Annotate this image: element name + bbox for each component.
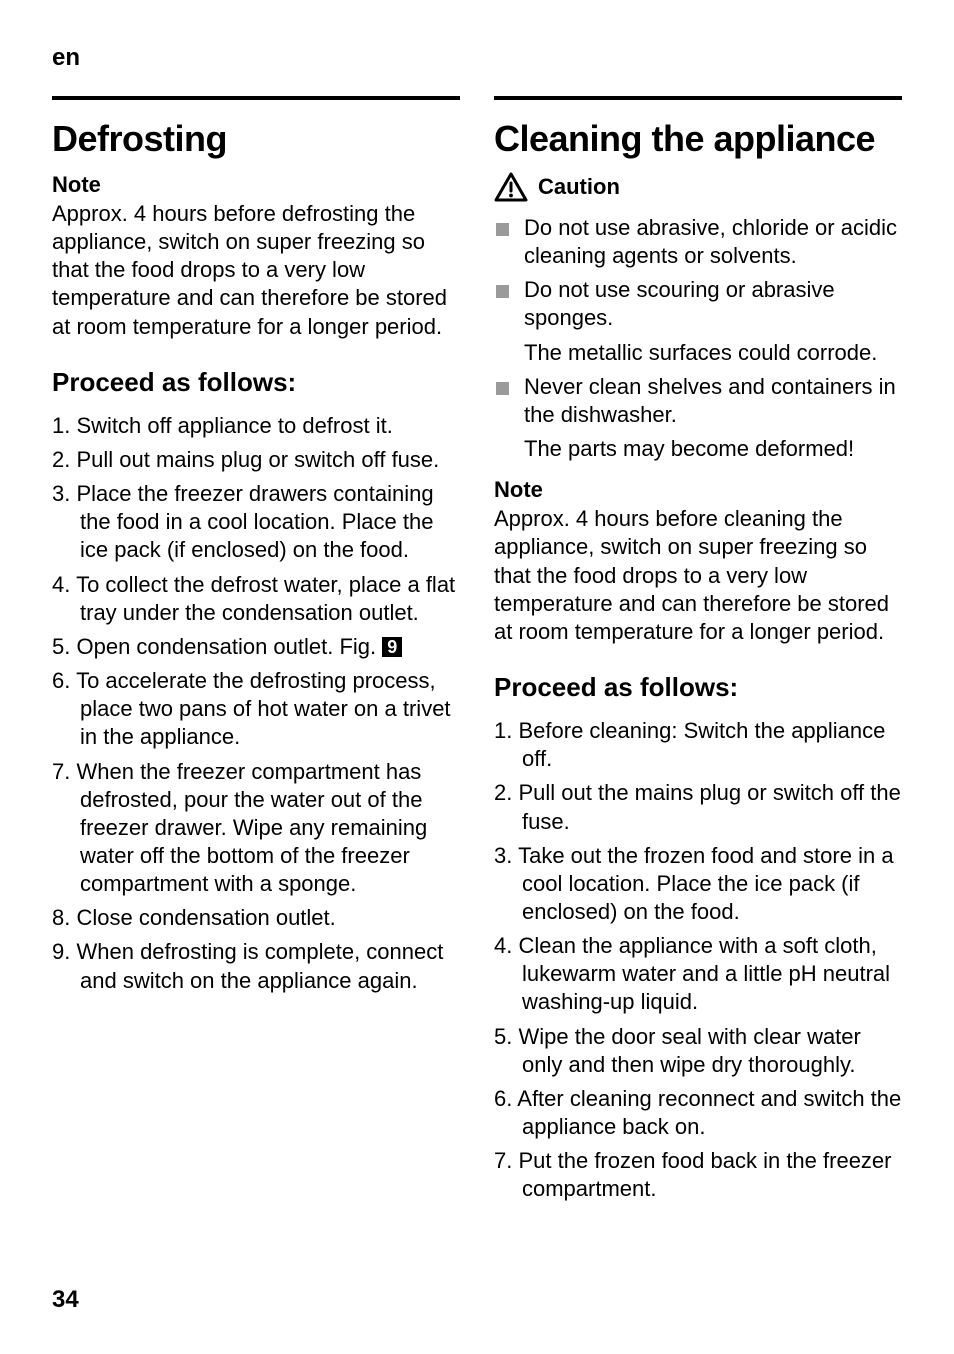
caution-text: Do not use abrasive, chloride or acidic … bbox=[524, 215, 897, 268]
list-item: To accelerate the defrosting process, pl… bbox=[52, 667, 460, 751]
right-column: Cleaning the appliance Caution Do not us… bbox=[494, 96, 902, 1210]
list-item: Do not use abrasive, chloride or acidic … bbox=[494, 214, 902, 270]
cleaning-steps-list: Before cleaning: Switch the appliance of… bbox=[494, 717, 902, 1204]
list-item: Close condensation outlet. bbox=[52, 904, 460, 932]
caution-text: Never clean shelves and containers in th… bbox=[524, 374, 896, 427]
list-item: Before cleaning: Switch the appliance of… bbox=[494, 717, 902, 773]
list-item: Take out the frozen food and store in a … bbox=[494, 842, 902, 926]
note-body: Approx. 4 hours before defrosting the ap… bbox=[52, 200, 460, 341]
two-column-layout: Defrosting Note Approx. 4 hours before d… bbox=[52, 96, 902, 1210]
figure-reference: 9 bbox=[382, 637, 402, 657]
list-item: Switch off appliance to defrost it. bbox=[52, 412, 460, 440]
note-label: Note bbox=[52, 172, 460, 198]
caution-label: Caution bbox=[538, 174, 620, 200]
note-label: Note bbox=[494, 477, 902, 503]
caution-header: Caution bbox=[494, 172, 902, 202]
list-item: Do not use scouring or abrasive sponges.… bbox=[494, 276, 902, 366]
step-text: Open condensation outlet. Fig. bbox=[76, 634, 382, 659]
list-item: Place the freezer drawers containing the… bbox=[52, 480, 460, 564]
proceed-heading: Proceed as follows: bbox=[494, 672, 902, 703]
language-code: en bbox=[52, 44, 80, 72]
caution-text: Do not use scouring or abrasive sponges. bbox=[524, 277, 835, 330]
caution-subtext: The metallic surfaces could corrode. bbox=[524, 339, 902, 367]
section-title-defrosting: Defrosting bbox=[52, 118, 460, 160]
list-item: Pull out mains plug or switch off fuse. bbox=[52, 446, 460, 474]
column-rule bbox=[494, 96, 902, 100]
list-item: Wipe the door seal with clear water only… bbox=[494, 1023, 902, 1079]
list-item: Put the frozen food back in the freezer … bbox=[494, 1147, 902, 1203]
page-header: en bbox=[52, 44, 902, 72]
caution-subtext: The parts may become deformed! bbox=[524, 435, 902, 463]
left-column: Defrosting Note Approx. 4 hours before d… bbox=[52, 96, 460, 1210]
list-item: Never clean shelves and containers in th… bbox=[494, 373, 902, 463]
list-item: To collect the defrost water, place a fl… bbox=[52, 571, 460, 627]
proceed-heading: Proceed as follows: bbox=[52, 367, 460, 398]
list-item: When defrosting is complete, connect and… bbox=[52, 938, 460, 994]
list-item: After cleaning reconnect and switch the … bbox=[494, 1085, 902, 1141]
note-body: Approx. 4 hours before cleaning the appl… bbox=[494, 505, 902, 646]
section-title-cleaning: Cleaning the appliance bbox=[494, 118, 902, 160]
warning-triangle-icon bbox=[494, 172, 528, 202]
defrosting-steps-list: Switch off appliance to defrost it. Pull… bbox=[52, 412, 460, 995]
caution-list: Do not use abrasive, chloride or acidic … bbox=[494, 214, 902, 463]
page-number: 34 bbox=[52, 1286, 79, 1314]
list-item: When the freezer compartment has defrost… bbox=[52, 758, 460, 899]
column-rule bbox=[52, 96, 460, 100]
list-item: Open condensation outlet. Fig. 9 bbox=[52, 633, 460, 661]
list-item: Clean the appliance with a soft cloth, l… bbox=[494, 932, 902, 1016]
list-item: Pull out the mains plug or switch off th… bbox=[494, 779, 902, 835]
